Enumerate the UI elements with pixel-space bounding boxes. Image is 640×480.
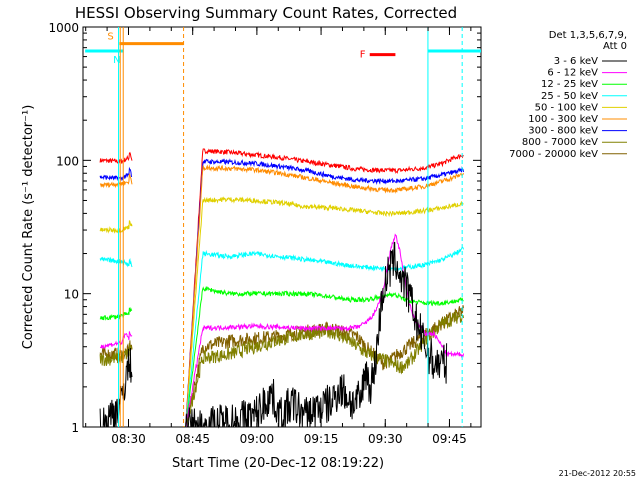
series-trace [99,220,133,234]
legend-header: Att 0 [603,41,627,52]
series-trace [185,158,464,427]
series-12-25-kev [99,286,464,428]
series-6-12-kev [99,233,464,427]
x-tick-label: 09:15 [304,432,339,446]
legend-entry-label: 25 - 50 keV [541,91,598,102]
series-trace [99,151,133,164]
footer-date: 21-Dec-2012 20:55 [559,469,636,478]
marker-f-label: F [360,50,366,61]
series-trace [99,331,133,349]
y-tick-label: 10 [64,288,79,302]
legend-entry-label: 50 - 100 keV [535,102,599,113]
chart-title: HESSI Observing Summary Count Rates, Cor… [75,4,457,22]
x-tick-label: 09:30 [368,432,403,446]
legend-entry-label: 7000 - 20000 keV [509,149,598,160]
series-trace [185,241,448,429]
series-trace [185,286,464,428]
legend-entry-label: 3 - 6 keV [554,56,598,67]
y-tick-label: 1000 [48,21,79,35]
series-3-6-kev [99,241,448,429]
marker-s-label: S [107,32,113,43]
series-trace [185,148,464,428]
x-tick-label: 08:45 [175,432,210,446]
vline-layer [118,27,463,427]
series-trace [99,347,133,428]
plot-frame [82,26,482,428]
series-layer [99,148,464,429]
x-axis: 08:30 08:45 09:00 09:15 09:30 09:45 [85,27,472,446]
legend-entry-label: 100 - 300 keV [528,114,598,125]
series-trace [99,343,133,367]
plot-area: S N F [82,26,482,429]
marker-layer: S N F [85,32,481,66]
series-300-800-kev [99,158,464,427]
marker-n-label: N [113,55,120,66]
x-tick-label: 09:45 [432,432,467,446]
series-trace [185,246,464,426]
legend-header: Det 1,3,5,6,7,9, [549,30,627,41]
legend-entry-label: 6 - 12 keV [547,68,598,79]
series-25-50-kev [99,246,464,426]
y-axis-label: Corrected Count Rate (s⁻¹ detector⁻¹) [21,105,36,350]
x-axis-label: Start Time (20-Dec-12 08:19:22) [172,456,384,471]
x-tick-label: 08:30 [111,432,146,446]
series-trace [185,196,464,426]
series-trace [99,256,133,268]
legend-entry-label: 300 - 800 keV [528,126,598,137]
legend-entry-label: 12 - 25 keV [541,79,598,90]
y-tick-label: 1 [71,421,79,435]
series-100-300-kev [99,164,464,428]
y-tick-label: 100 [56,154,79,168]
x-tick-label: 09:00 [240,432,275,446]
series-trace [99,166,133,182]
legend-entry-label: 800 - 7000 keV [522,137,598,148]
series-trace [99,173,133,189]
series-trace [185,164,464,428]
series-trace [99,306,133,321]
series-50-100-kev [99,196,464,426]
y-axis: 1 10 100 1000 [48,21,481,435]
series-extra [99,148,464,428]
